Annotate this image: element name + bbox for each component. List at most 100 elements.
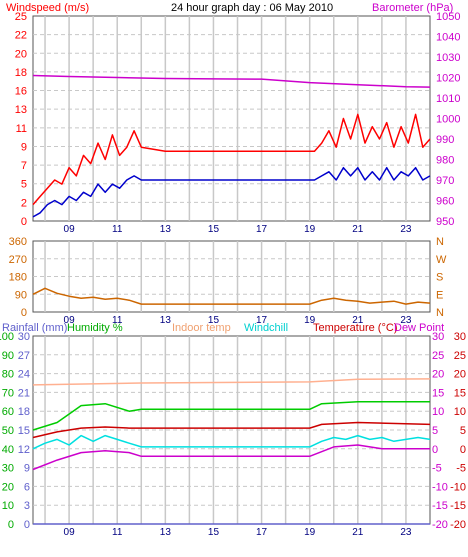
temp-tick-left: -10 — [432, 481, 448, 493]
rainfall-tick: 21 — [18, 387, 30, 399]
x-tick-label: 09 — [64, 224, 76, 235]
direction-compass-tick: W — [436, 254, 447, 266]
legend-windchill: Windchill — [244, 322, 288, 334]
rainfall-tick: 15 — [18, 425, 30, 437]
humidity-tick: 40 — [2, 444, 14, 456]
x-tick-label: 09 — [64, 527, 76, 538]
x-tick-label: 19 — [304, 224, 316, 235]
rainfall-tick: 12 — [18, 444, 30, 456]
temp-tick-left: 0 — [432, 444, 438, 456]
rainfall-tick: 18 — [18, 406, 30, 418]
humidity-tick: 20 — [2, 481, 14, 493]
temp-tick-right: 10 — [454, 406, 466, 418]
humidity-series — [32, 401, 430, 431]
windspeed-label: Windspeed (m/s) — [6, 2, 89, 14]
humidity-tick: 70 — [2, 387, 14, 399]
direction-degree-tick: 90 — [15, 289, 27, 301]
temp-tick-right: 25 — [454, 350, 466, 362]
axis-tick-labels: 0257911131618202225950960970980990100010… — [0, 11, 466, 531]
x-tick-label: 17 — [256, 224, 268, 235]
windspeed-tick: 0 — [21, 216, 27, 228]
rainfall-tick: 27 — [18, 350, 30, 362]
barometer-tick: 990 — [436, 134, 454, 146]
x-tick-label: 11 — [112, 527, 123, 538]
dew-point-series — [32, 444, 430, 471]
barometer-tick: 950 — [436, 216, 454, 228]
temp-tick-right: -5 — [456, 463, 466, 475]
legend-rainfall: Rainfall (mm) — [2, 322, 67, 334]
direction-degree-tick: 180 — [9, 272, 27, 284]
indoor-temp-series — [32, 378, 431, 386]
barometer-tick: 1040 — [436, 32, 460, 44]
barometer-tick: 1050 — [436, 11, 460, 23]
temp-tick-left: -15 — [432, 500, 448, 512]
humidity-tick: 60 — [2, 406, 14, 418]
barometer-tick: 1030 — [436, 52, 460, 64]
humidity-tick: 100 — [0, 331, 14, 343]
x-tick-label: 15 — [208, 224, 220, 235]
direction-compass-tick: N — [436, 307, 444, 319]
wind-baro-panel — [32, 15, 431, 222]
wind-direction-series — [32, 287, 431, 305]
windspeed-tick: 22 — [15, 30, 27, 42]
temp-tick-right: -20 — [450, 519, 466, 531]
windchill-series — [32, 434, 431, 450]
humidity-tick: 90 — [2, 350, 14, 362]
temp-tick-left: 30 — [432, 331, 444, 343]
x-tick-label: 19 — [304, 315, 316, 326]
direction-compass-tick: S — [436, 272, 443, 284]
windspeed-tick: 18 — [15, 67, 27, 79]
rainfall-tick: 3 — [24, 500, 30, 512]
grid-lines — [33, 16, 430, 524]
windspeed-tick: 25 — [15, 11, 27, 23]
direction-degree-tick: 360 — [9, 236, 27, 248]
temperature-series — [32, 421, 431, 439]
x-tick-label: 17 — [256, 315, 268, 326]
direction-compass-tick: N — [436, 236, 444, 248]
temp-tick-left: 20 — [432, 369, 444, 381]
rainfall-tick: 6 — [24, 481, 30, 493]
barometer-tick: 970 — [436, 175, 454, 187]
legend-humidity: Humidity % — [67, 322, 123, 334]
series-lines — [32, 74, 431, 525]
humidity-tick: 50 — [2, 425, 14, 437]
x-tick-label: 15 — [208, 527, 220, 538]
windspeed-tick: 13 — [15, 104, 27, 116]
x-tick-label: 13 — [160, 315, 172, 326]
barometer-label: Barometer (hPa) — [372, 2, 453, 14]
x-tick-label: 11 — [112, 224, 123, 235]
legend-dewpoint: Dew Point — [394, 322, 444, 334]
temp-tick-left: 10 — [432, 406, 444, 418]
humidity-tick: 10 — [2, 500, 14, 512]
rainfall-tick: 0 — [24, 519, 30, 531]
x-tick-label: 13 — [160, 527, 172, 538]
windspeed-tick: 16 — [15, 86, 27, 98]
direction-degree-tick: 0 — [21, 307, 27, 319]
legend-indoor: Indoor temp — [172, 322, 231, 334]
rainfall-tick: 9 — [24, 463, 30, 475]
legend-temperature: Temperature (°C) — [313, 322, 397, 334]
windspeed-tick: 20 — [15, 48, 27, 60]
barometer-series — [32, 74, 431, 88]
rainfall-tick: 30 — [18, 331, 30, 343]
windspeed-tick: 7 — [21, 160, 27, 172]
wind-average-series — [32, 166, 431, 218]
wind-gust-series — [32, 113, 431, 206]
temp-tick-left: -5 — [432, 463, 442, 475]
x-tick-label: 23 — [400, 527, 412, 538]
temp-tick-right: 0 — [460, 444, 466, 456]
temp-tick-left: 25 — [432, 350, 444, 362]
temp-tick-left: -20 — [432, 519, 448, 531]
temp-tick-right: 5 — [460, 425, 466, 437]
x-tick-label: 09 — [64, 315, 76, 326]
x-tick-labels: 09 09 09 11 11 11 13 13 13 15 15 15 17 17 17 19 19 19 21 21… — [64, 224, 412, 538]
temp-tick-right: 15 — [454, 387, 466, 399]
temp-tick-right: 20 — [454, 369, 466, 381]
x-tick-label: 23 — [400, 224, 412, 235]
x-tick-label: 21 — [352, 315, 364, 326]
temp-tick-right: -15 — [450, 500, 466, 512]
humidity-tick: 30 — [2, 463, 14, 475]
temp-tick-right: -10 — [450, 481, 466, 493]
direction-compass-tick: E — [436, 289, 443, 301]
